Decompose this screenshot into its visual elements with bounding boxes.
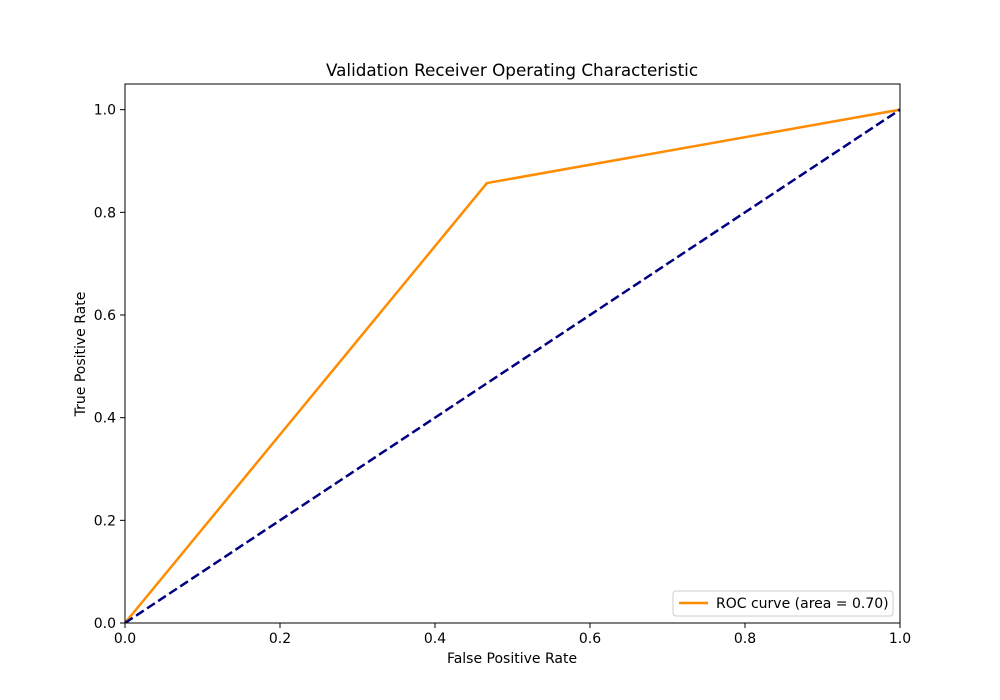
axes-frame [124, 83, 901, 624]
x-tick-label: 0.0 [114, 631, 136, 647]
x-tick-label: 0.8 [734, 631, 756, 647]
x-tick-label: 0.6 [579, 631, 601, 647]
y-tick-label: 0.6 [94, 308, 116, 324]
x-tick-label: 1.0 [889, 631, 911, 647]
chance-diagonal-line [125, 108, 900, 623]
y-tick-label: 0.2 [94, 513, 116, 529]
x-tick-label: 0.2 [269, 631, 291, 647]
y-tick-label: 1.0 [94, 103, 116, 119]
ticks-layer: 0.0 0.2 0.4 0.6 0.8 1.0 0.0 0.2 0.4 0.6 0.8 1.0 [94, 103, 911, 647]
x-tick-label: 0.4 [424, 631, 446, 647]
y-axis-label: True Positive Rate [73, 292, 89, 418]
chart-title: Validation Receiver Operating Characteri… [326, 60, 698, 80]
roc-curve-line [125, 108, 900, 623]
legend-box [672, 590, 894, 617]
axes-layer [124, 83, 901, 624]
y-tick-label: 0.0 [94, 616, 116, 632]
series-layer [125, 108, 900, 623]
y-tick-label: 0.8 [94, 205, 116, 221]
x-axis-label: False Positive Rate [447, 651, 577, 667]
legend: ROC curve (area = 0.70) [672, 590, 894, 617]
legend-label-roc-curve: ROC curve (area = 0.70) [716, 596, 889, 612]
y-tick-label: 0.4 [94, 411, 116, 427]
